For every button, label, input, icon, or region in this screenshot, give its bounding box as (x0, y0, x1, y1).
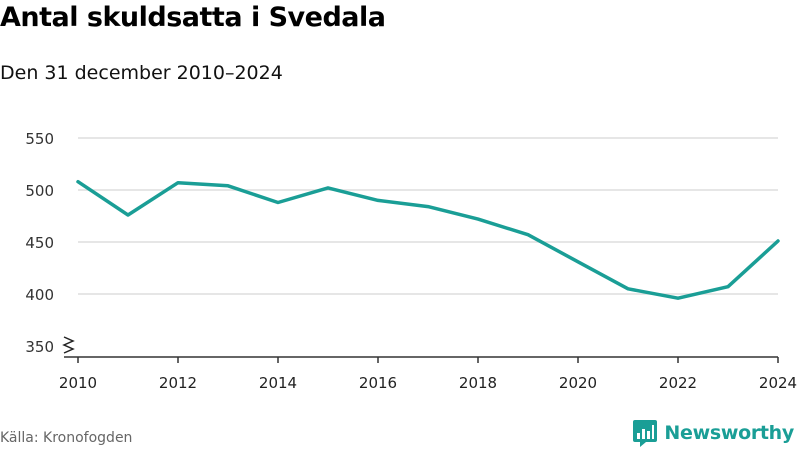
y-tick-label-450: 450 (25, 234, 54, 252)
x-axis-tick-labels: 2010 2012 2014 2016 2018 2020 2022 2024 (59, 374, 797, 392)
x-tick-label-2010: 2010 (59, 374, 97, 392)
x-tick-label-2018: 2018 (459, 374, 497, 392)
x-tick-label-2016: 2016 (359, 374, 397, 392)
x-tick-label-2020: 2020 (559, 374, 597, 392)
x-tick-label-2024: 2024 (759, 374, 797, 392)
y-tick-label-550: 550 (25, 130, 54, 148)
newsworthy-logo-icon (633, 420, 658, 447)
y-tick-label-350: 350 (25, 338, 54, 356)
y-tick-label-500: 500 (25, 182, 54, 200)
x-tick-label-2014: 2014 (259, 374, 297, 392)
series-line-0 (76, 179, 780, 300)
x-tick-label-2022: 2022 (659, 374, 697, 392)
y-tick-label-400: 400 (25, 286, 54, 304)
x-axis (62, 336, 779, 363)
chart-title: Antal skuldsatta i Svedala (0, 2, 386, 33)
grid-lines (78, 137, 778, 295)
chart-subtitle: Den 31 december 2010–2024 (0, 62, 283, 84)
y-axis-tick-labels: 350 400 450 500 550 (25, 130, 54, 356)
source-label: Källa: Kronofogden (0, 430, 133, 446)
x-tick-label-2012: 2012 (159, 374, 197, 392)
brand-name: Newsworthy (664, 422, 794, 444)
series-layer (76, 179, 780, 300)
brand-logo[interactable]: Newsworthy (632, 418, 794, 448)
line-chart: 350 400 450 500 550 2010 2012 2014 2016 2018 2020… (25, 130, 797, 392)
axis-break-icon (62, 336, 75, 354)
